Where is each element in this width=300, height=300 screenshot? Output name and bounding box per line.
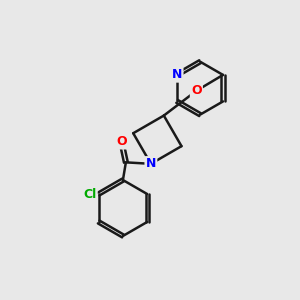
- Text: N: N: [172, 68, 182, 81]
- Text: N: N: [146, 157, 156, 170]
- Text: O: O: [191, 84, 202, 97]
- Text: O: O: [116, 135, 127, 148]
- Text: Cl: Cl: [83, 188, 97, 200]
